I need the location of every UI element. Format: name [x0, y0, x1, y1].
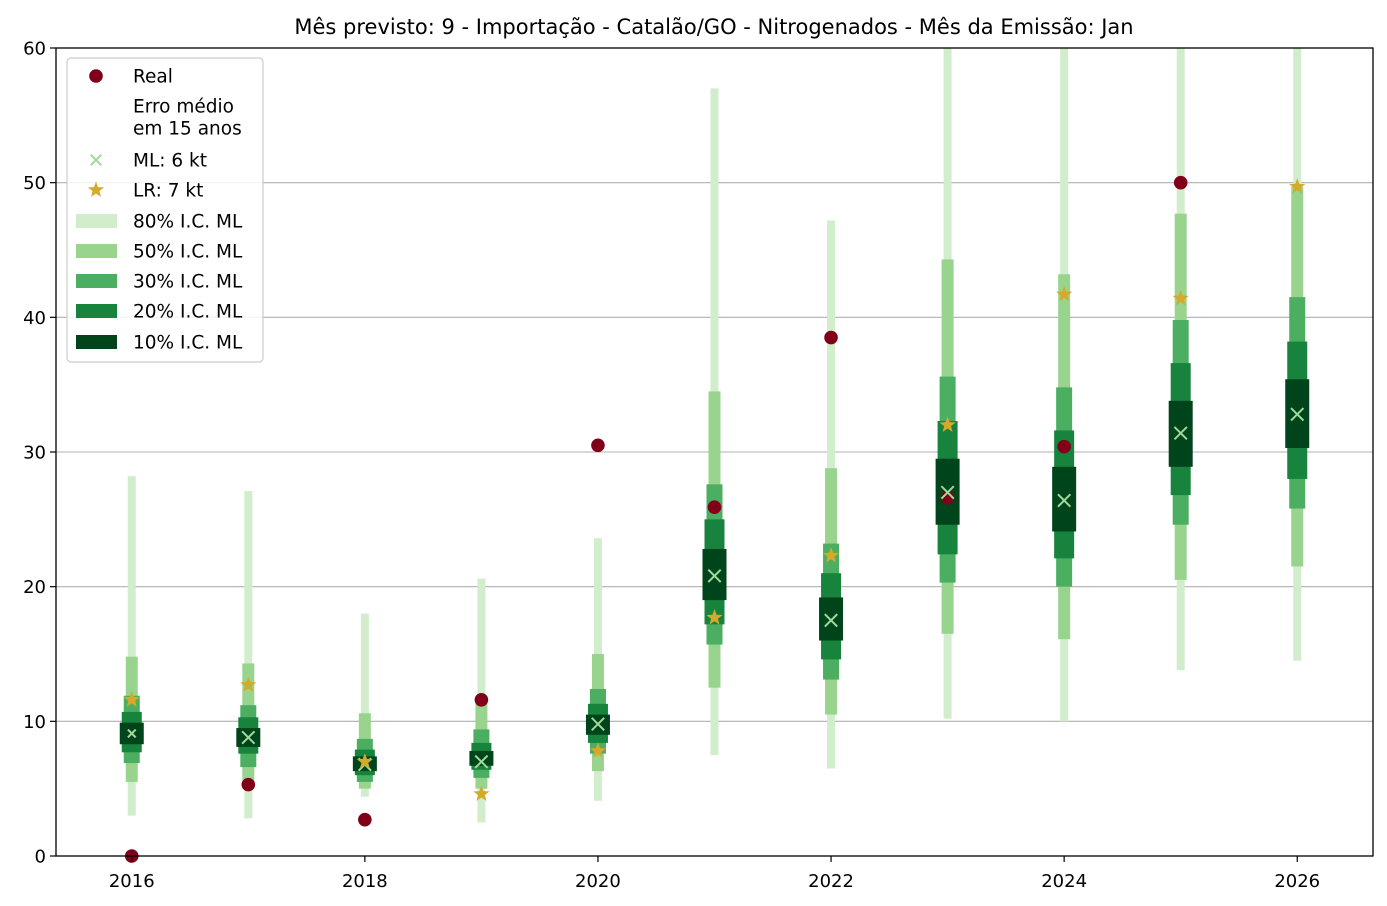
x-tick-label: 2020 [575, 871, 621, 892]
legend-lr-marker [87, 181, 105, 197]
lr-point [1056, 285, 1073, 302]
y-tick-label: 40 [23, 308, 46, 329]
real-point [1057, 439, 1071, 454]
ml-marker-stroke [127, 728, 137, 739]
lr-point [706, 609, 723, 625]
ml-point [591, 717, 605, 731]
legend-label: Erro médio [133, 97, 234, 118]
interval-bars [119, 48, 1310, 823]
legend-patch [76, 304, 117, 318]
legend-patch [76, 274, 117, 288]
real-point [241, 777, 256, 792]
ml-marker-stroke [1173, 426, 1188, 441]
y-tick-label: 10 [23, 712, 46, 733]
ci80-bar [244, 491, 253, 819]
ml-point [1057, 493, 1072, 508]
real-point [591, 438, 605, 453]
legend-label: 80% I.C. ML [133, 212, 243, 233]
x-tick-label: 2022 [808, 871, 854, 892]
ml-marker-stroke [474, 754, 489, 769]
ml-point [241, 730, 256, 745]
ml-point [940, 485, 955, 500]
x-tick-label: 2024 [1041, 871, 1087, 892]
y-tick-label: 50 [23, 173, 46, 194]
legend-real-marker [89, 69, 103, 83]
legend-label: 30% I.C. ML [133, 272, 243, 293]
ml-marker-stroke [824, 613, 838, 628]
lr-point [589, 742, 607, 758]
lr-point [822, 547, 840, 563]
ml-point [707, 568, 722, 583]
lr-point [473, 785, 490, 801]
legend-label: ML: 6 kt [133, 151, 207, 172]
chart-title: Mês previsto: 9 - Importação - Catalão/G… [294, 15, 1133, 39]
lr-point [123, 691, 140, 707]
y-tick-label: 20 [23, 577, 46, 598]
ml-marker-stroke [591, 717, 605, 731]
y-tick-label: 60 [23, 39, 46, 60]
legend-label: LR: 7 kt [133, 181, 203, 202]
lr-point [1172, 289, 1189, 306]
legend-label: em 15 anos [133, 119, 242, 140]
legend-patch [76, 244, 117, 258]
legend-label: 20% I.C. ML [133, 302, 243, 323]
ml-marker-stroke [940, 485, 955, 500]
lr-point [356, 753, 373, 769]
ml-marker-stroke [1290, 407, 1305, 422]
lr-point [240, 676, 257, 692]
x-tick-label: 2016 [109, 871, 155, 892]
x-tick-label: 2026 [1274, 871, 1320, 892]
x-tick-label: 2018 [342, 871, 388, 892]
legend-label: 10% I.C. ML [133, 333, 243, 354]
real-point [358, 812, 372, 827]
legend-label: 50% I.C. ML [133, 242, 243, 263]
axes-ticks: 0 10 20 30 40 50 60 2016 2018 2020 2022 2024 2026 [23, 39, 1320, 893]
ml-marker-stroke [90, 154, 102, 166]
legend-label: Real [133, 67, 173, 88]
real-point [824, 330, 838, 345]
ml-marker-stroke [241, 730, 256, 745]
legend-patch [76, 214, 117, 228]
legend-patch [76, 335, 117, 349]
ml-marker-stroke [707, 568, 722, 583]
ci80-bar [360, 613, 369, 797]
y-tick-label: 30 [23, 443, 46, 464]
real-point [1173, 175, 1188, 190]
ml-point [824, 613, 838, 628]
legend-ml-marker [90, 154, 102, 166]
ml-point [1173, 426, 1188, 441]
ml-point [1290, 407, 1305, 422]
real-point [474, 692, 489, 707]
ml-point [127, 728, 137, 739]
lr-point [1289, 178, 1306, 194]
y-tick-label: 0 [35, 847, 46, 868]
ci80-bar [127, 476, 136, 816]
data-markers [123, 175, 1306, 863]
ml-point [474, 754, 489, 769]
ml-marker-stroke [1057, 493, 1072, 508]
ci10-bar [469, 750, 494, 766]
lr-point [939, 416, 956, 432]
real-point [707, 500, 722, 515]
